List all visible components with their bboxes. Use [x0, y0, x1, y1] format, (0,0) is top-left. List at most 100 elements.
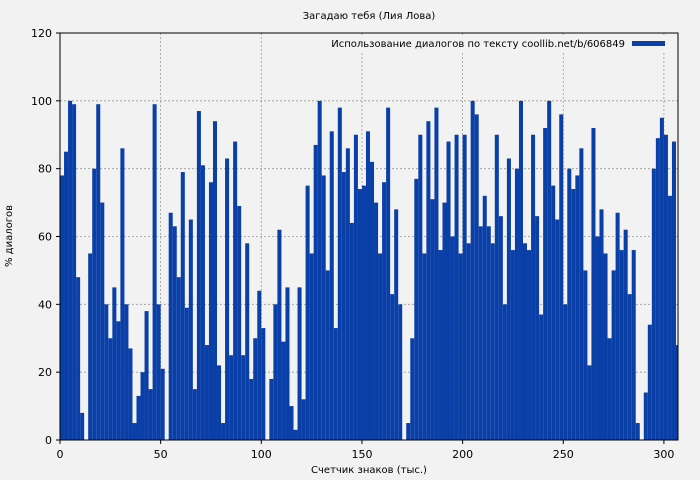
data-bar [221, 423, 226, 440]
data-bar [124, 304, 129, 440]
data-bar [148, 389, 153, 440]
data-bar [176, 277, 181, 440]
data-bar [317, 100, 322, 440]
data-bar [466, 243, 471, 440]
data-bar [374, 202, 379, 440]
data-bar [527, 250, 532, 440]
data-bar [603, 253, 608, 440]
data-bar [490, 243, 495, 440]
data-bar [458, 253, 463, 440]
data-bar [168, 212, 173, 440]
data-bar [92, 168, 97, 440]
data-bar [136, 395, 141, 440]
data-bar [563, 304, 568, 440]
data-bar [116, 321, 121, 440]
data-bar [454, 134, 459, 440]
data-bar [486, 226, 491, 440]
data-bar [438, 250, 443, 440]
data-bar [382, 182, 387, 440]
x-tick-label: 100 [251, 448, 272, 461]
data-bar [543, 127, 548, 440]
data-bar [478, 226, 483, 440]
data-bar [341, 172, 346, 440]
data-bar [212, 121, 218, 440]
data-bar [128, 348, 133, 440]
legend-background [310, 35, 676, 52]
data-bar [253, 338, 258, 440]
data-bar [156, 304, 161, 440]
data-bar [345, 148, 350, 441]
data-bar [225, 158, 230, 440]
data-bar [535, 216, 540, 440]
data-bar [631, 250, 636, 440]
data-bars [60, 100, 678, 441]
data-bar [567, 168, 572, 440]
data-bar [152, 104, 157, 440]
data-bar [474, 114, 479, 441]
data-bar [571, 189, 576, 440]
data-bar [313, 144, 318, 441]
data-bar [100, 202, 105, 440]
data-bar [390, 294, 395, 440]
data-bar [309, 253, 314, 440]
data-bar [277, 229, 282, 440]
data-bar [555, 219, 560, 440]
data-bar [200, 165, 205, 440]
data-bar [406, 423, 411, 440]
data-bar [627, 294, 632, 440]
x-tick-label: 200 [452, 448, 473, 461]
legend-swatch [632, 41, 665, 46]
data-bar [611, 270, 616, 440]
data-bar [430, 199, 435, 440]
data-bar [349, 222, 354, 440]
data-bar [386, 107, 391, 440]
y-tick-label: 20 [38, 366, 52, 379]
data-bar [671, 141, 676, 441]
data-bar [297, 287, 302, 440]
x-tick-label: 300 [653, 448, 674, 461]
data-bar [80, 412, 85, 440]
y-axis-ticks: 0 20 40 60 80 100 120 [31, 27, 60, 447]
data-bar [655, 138, 660, 440]
data-bar [450, 236, 455, 440]
data-bar [196, 111, 201, 440]
data-bar [518, 100, 523, 440]
data-bar [333, 328, 338, 440]
data-bar [108, 338, 113, 440]
data-bar [140, 372, 145, 440]
data-bar [498, 216, 503, 440]
data-bar [559, 114, 564, 441]
data-bar [293, 429, 298, 440]
x-tick-label: 50 [154, 448, 168, 461]
data-bar [462, 134, 467, 440]
data-bar [506, 158, 511, 440]
y-tick-label: 40 [38, 298, 52, 311]
data-bar [257, 290, 262, 440]
data-bar [434, 107, 439, 440]
data-bar [442, 202, 447, 440]
data-bar [414, 178, 419, 440]
data-bar [321, 175, 326, 440]
data-bar [502, 304, 507, 440]
data-bar [551, 185, 556, 440]
legend: Использование диалогов по тексту coollib… [310, 35, 676, 52]
y-axis-label: % диалогов [4, 205, 15, 267]
data-bar [575, 175, 580, 440]
data-bar [623, 229, 628, 440]
data-bar [587, 365, 592, 440]
data-bar [132, 423, 137, 440]
data-bar [599, 209, 604, 440]
data-bar [269, 378, 274, 440]
data-bar [579, 148, 584, 441]
data-bar [68, 100, 73, 440]
data-bar [192, 389, 197, 440]
data-bar [663, 134, 668, 440]
y-tick-label: 100 [31, 95, 52, 108]
x-axis-label: Счетчик знаков (тыс.) [311, 465, 427, 476]
data-bar [180, 172, 185, 440]
data-bar [659, 117, 664, 441]
data-bar [120, 148, 125, 441]
data-bar [635, 423, 640, 440]
x-tick-label: 250 [553, 448, 574, 461]
